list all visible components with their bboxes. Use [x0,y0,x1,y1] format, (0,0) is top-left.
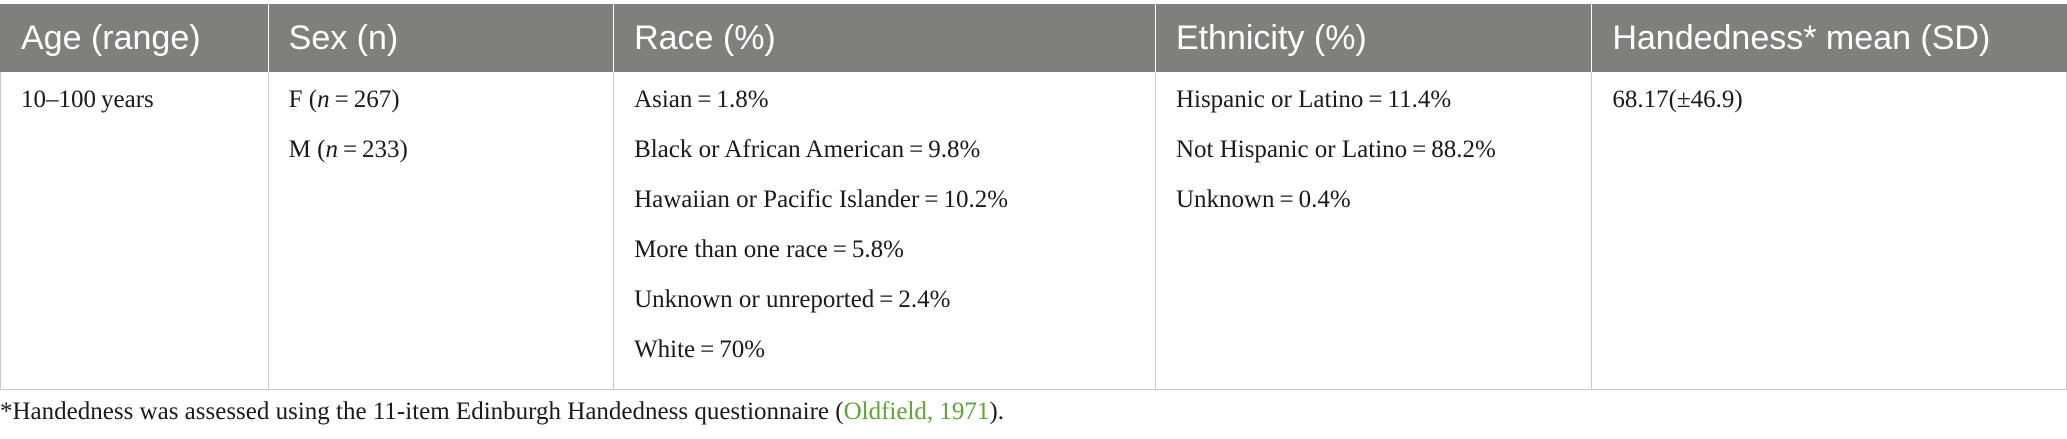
table-row: 10–100 years F (n = 267) M (n = 233) Asi… [0,72,2067,390]
sex-female-open: ( [302,86,318,113]
sex-male: M (n = 233) [289,135,613,185]
handedness-cell: 68.17(±46.9) [1591,72,2067,390]
demographics-table: Age (range) Sex (n) Race (%) Ethnicity (… [0,4,2067,390]
sex-male-open: ( [310,136,326,163]
header-ethnicity: Ethnicity (%) [1154,4,1592,72]
sex-cell: F (n = 267) M (n = 233) [267,72,614,390]
sex-female-letter: F [288,86,303,113]
header-row: Age (range) Sex (n) Race (%) Ethnicity (… [0,4,2067,72]
footnote-end: ). [989,398,1004,425]
ethnicity-not-hispanic: Not Hispanic or Latino = 88.2% [1175,136,1496,163]
race-unknown: Unknown or unreported = 2.4% [634,286,951,313]
table-footnote: *Handedness was assessed using the 11-it… [0,398,1004,426]
race-asian: Asian = 1.8% [634,86,769,113]
citation-link[interactable]: Oldfield, 1971 [843,398,990,425]
race-cell: Asian = 1.8% Black or African American =… [613,72,1156,390]
race-hawaiian: Hawaiian or Pacific Islander = 10.2% [634,186,1009,213]
sex-male-n-symbol: n [325,136,338,163]
header-race: Race (%) [613,4,1156,72]
race-white: White = 70% [634,336,766,363]
race-black: Black or African American = 9.8% [634,136,981,163]
header-handedness: Handedness* mean (SD) [1591,4,2067,72]
ethnicity-cell: Hispanic or Latino = 11.4% Not Hispanic … [1154,72,1592,390]
race-multiple: More than one race = 5.8% [634,236,904,263]
header-sex: Sex (n) [267,4,614,72]
ethnicity-hispanic: Hispanic or Latino = 11.4% [1175,86,1452,113]
sex-female-n-symbol: n [317,86,330,113]
handedness-value: 68.17(±46.9) [1612,86,1743,113]
sex-female-count: = 267) [329,86,400,113]
age-cell: 10–100 years [0,72,269,390]
sex-male-letter: M [288,136,311,163]
sex-male-count: = 233) [337,136,408,163]
sex-female: F (n = 267) [289,85,613,135]
footnote-text: *Handedness was assessed using the 11-it… [0,398,844,425]
ethnicity-unknown: Unknown = 0.4% [1175,186,1351,213]
header-age: Age (range) [0,4,269,72]
age-range-value: 10–100 years [21,86,154,113]
demographics-table-container: Age (range) Sex (n) Race (%) Ethnicity (… [0,4,2067,390]
